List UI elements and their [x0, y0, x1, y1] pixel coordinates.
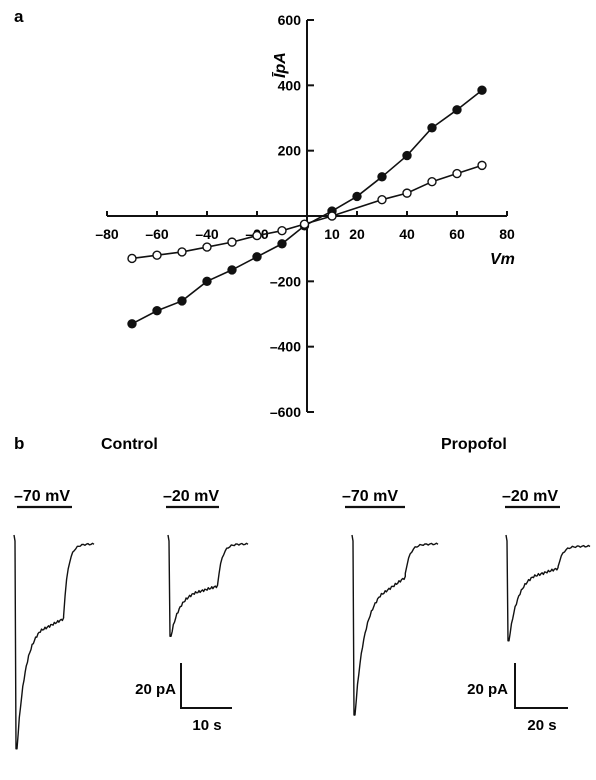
filled-data-point [402, 150, 412, 161]
voltage-label: –70 mV [14, 488, 70, 505]
filled-data-point [477, 85, 487, 95]
propofol-title: Propofol [441, 436, 507, 453]
current-trace [13, 534, 95, 750]
filled-data-point [152, 306, 162, 316]
open-data-point [177, 247, 187, 257]
propofol-scale-bar: 20 pA 20 s [467, 663, 568, 734]
filled-data-point [202, 276, 212, 287]
y-tick-label: 400 [278, 77, 302, 93]
filled-data-point [377, 172, 387, 182]
x-axis-label: Vm [490, 251, 515, 268]
y-tick-label: 600 [278, 12, 302, 28]
filled-data-point [127, 319, 137, 329]
filled-data-point [177, 296, 187, 306]
filled-data-point [452, 105, 462, 115]
y-tick-label: –200 [270, 273, 301, 289]
x-tick-label: 80 [499, 226, 515, 242]
open-data-point [402, 188, 412, 198]
open-data-point [277, 225, 287, 236]
iv-plot: –80–60–40–201020406080 600400200–200–400… [95, 12, 515, 420]
x-tick-label: –80 [95, 226, 119, 242]
open-data-point [202, 242, 212, 252]
voltage-label: –70 mV [342, 488, 398, 505]
x-tick-label: –60 [145, 226, 169, 242]
open-data-point [477, 160, 487, 171]
x-tick-label: 60 [449, 226, 465, 242]
x-tick-label: 20 [349, 226, 365, 242]
voltage-label: –20 mV [502, 488, 558, 505]
y-tick-label: 200 [278, 143, 302, 159]
y-tick-label: –600 [270, 404, 301, 420]
y-axis-label: ĪpA [270, 52, 289, 78]
open-data-point [252, 230, 262, 241]
voltage-label: –20 mV [163, 488, 219, 505]
open-data-point [327, 211, 337, 221]
y-tick-label: –400 [270, 339, 301, 355]
current-trace [351, 534, 439, 716]
traces-layer: –70 mV –20 mV –70 mV –20 mV [13, 488, 591, 750]
filled-data-point [352, 191, 362, 202]
open-data-point [227, 237, 237, 247]
series-layer [127, 85, 487, 329]
control-scale-bar: 20 pA 10 s [135, 663, 232, 734]
control-title: Control [101, 436, 158, 453]
filled-data-point [427, 123, 437, 133]
propofol-time-scale: 20 s [527, 717, 556, 734]
open-data-point [127, 253, 137, 264]
filled-data-point [277, 239, 287, 249]
current-trace [505, 534, 591, 642]
filled-data-point [227, 265, 237, 275]
open-data-point [427, 176, 437, 187]
current-trace [167, 534, 249, 637]
open-data-point [452, 168, 462, 179]
x-tick-label: 10 [324, 226, 340, 242]
filled-data-point [252, 252, 262, 262]
control-current-scale: 20 pA [135, 681, 176, 698]
x-tick-label: 40 [399, 226, 415, 242]
panel-a-letter: a [14, 7, 24, 26]
panel-b-letter: b [14, 434, 24, 453]
open-data-point [377, 194, 387, 205]
open-data-point [152, 250, 162, 260]
x-tick-label: –40 [195, 226, 219, 242]
propofol-current-scale: 20 pA [467, 681, 508, 698]
open-data-point [299, 219, 310, 229]
y-ticks: 600 400 200 –200 –400 –600 [270, 12, 314, 420]
control-time-scale: 10 s [192, 717, 221, 734]
